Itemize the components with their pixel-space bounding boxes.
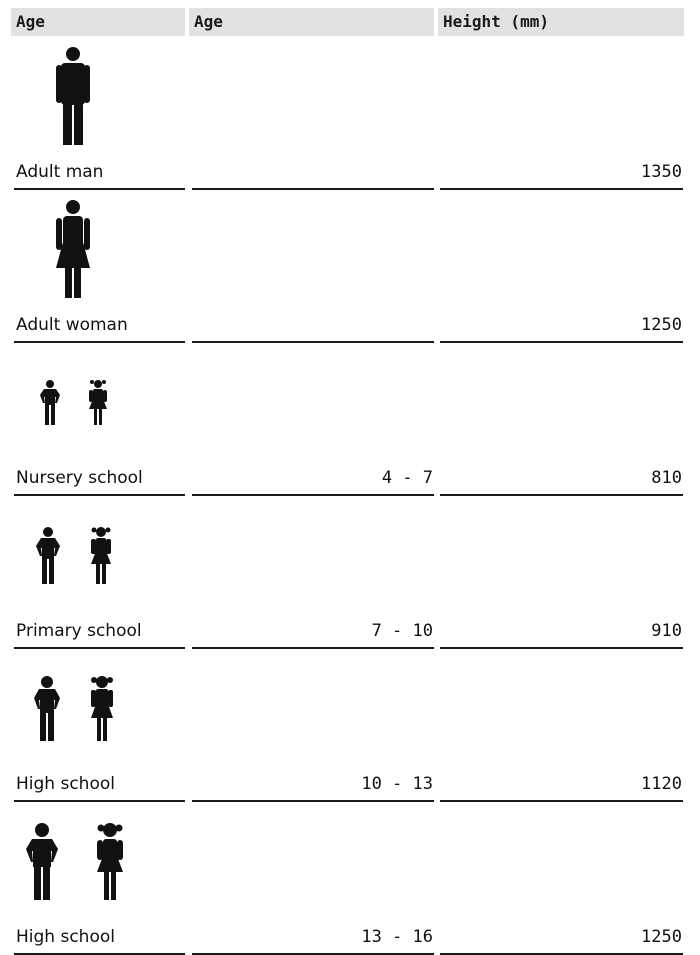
- row-age: [192, 160, 434, 190]
- woman-icon: [56, 200, 90, 298]
- table-header: Age Age Height (mm): [0, 8, 700, 36]
- row-icons: [14, 343, 184, 453]
- table-row: Adult woman 1250: [0, 190, 700, 343]
- row-age: [192, 313, 434, 343]
- row-icons: [14, 190, 184, 300]
- row-label: Adult woman: [14, 313, 185, 343]
- boy-icon: [36, 527, 60, 584]
- row-age: 4 - 7: [192, 466, 434, 496]
- row-label: High school: [14, 772, 185, 802]
- girl-icon: [97, 823, 123, 900]
- row-height: 1350: [440, 160, 683, 190]
- row-icons: [14, 802, 184, 912]
- row-height: 1250: [440, 313, 683, 343]
- row-height: 810: [440, 466, 683, 496]
- header-age-label: Age: [11, 8, 185, 36]
- row-label: Primary school: [14, 619, 185, 649]
- man-icon: [56, 47, 90, 145]
- girl-icon: [89, 380, 107, 425]
- row-icons: [14, 37, 184, 147]
- row-age: 13 - 16: [192, 925, 434, 955]
- boy-icon: [26, 823, 58, 900]
- row-height: 1120: [440, 772, 683, 802]
- row-label: High school: [14, 925, 185, 955]
- table-row: Primary school 7 - 10 910: [0, 496, 700, 649]
- boy-icon: [40, 380, 60, 425]
- row-age: 7 - 10: [192, 619, 434, 649]
- row-age: 10 - 13: [192, 772, 434, 802]
- girl-icon: [91, 676, 113, 741]
- girl-icon: [91, 527, 111, 584]
- boy-icon: [34, 676, 60, 741]
- table-row: Nursery school 4 - 7 810: [0, 343, 700, 496]
- table-row: High school 10 - 13 1120: [0, 649, 700, 802]
- row-icons: [14, 649, 184, 759]
- header-height: Height (mm): [438, 8, 684, 36]
- row-icons: [14, 496, 184, 606]
- row-label: Nursery school: [14, 466, 185, 496]
- row-height: 910: [440, 619, 683, 649]
- header-age-range: Age: [189, 8, 434, 36]
- row-label: Adult man: [14, 160, 185, 190]
- table-row: High school 13 - 16 1250: [0, 802, 700, 955]
- row-height: 1250: [440, 925, 683, 955]
- table-row: Adult man 1350: [0, 37, 700, 190]
